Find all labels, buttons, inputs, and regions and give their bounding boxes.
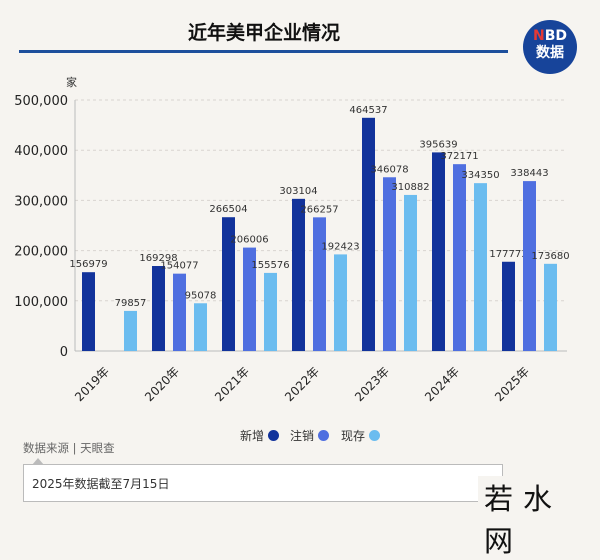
bar-2-5 [474, 183, 487, 351]
bar-1-2 [243, 247, 256, 351]
y-tick-label: 0 [60, 345, 68, 360]
nbd-logo: NBD 数据 [523, 20, 577, 74]
legend-dot-cancelled [318, 430, 330, 441]
bar-0-3 [292, 198, 305, 351]
x-tick-label: 2021年 [212, 364, 252, 404]
bar-2-2 [264, 272, 277, 351]
data-label: 303104 [279, 186, 317, 197]
chart-title: 近年美甲企业情况 [187, 22, 340, 44]
bar-0-2 [222, 217, 235, 351]
bar-2-6 [544, 263, 557, 351]
x-tick-label: 2019年 [72, 364, 112, 404]
data-label: 266504 [209, 204, 247, 215]
data-label: 266257 [300, 204, 338, 215]
data-label: 173680 [531, 251, 569, 262]
bar-0-4 [362, 117, 375, 351]
x-tick-label: 2025年 [492, 364, 532, 404]
bar-2-3 [334, 254, 347, 351]
footnote-box: 2025年数据截至7月15日 [23, 458, 503, 502]
y-tick-label: 200,000 [14, 245, 68, 260]
data-label: 177773 [489, 249, 527, 260]
bar-1-1 [173, 273, 186, 351]
legend-item-cancelled: 注销 [290, 427, 330, 444]
y-tick-label: 400,000 [14, 144, 68, 159]
x-tick-label: 2023年 [352, 364, 392, 404]
y-tick-label: 500,000 [14, 94, 68, 109]
data-label: 372171 [440, 151, 478, 162]
bar-2-1 [194, 303, 207, 351]
data-label: 95078 [185, 290, 217, 301]
watermark-logo: 若水网 [478, 476, 600, 560]
data-label: 154077 [160, 261, 198, 272]
data-label: 206006 [230, 235, 268, 246]
data-label: 155576 [251, 260, 289, 271]
data-label: 192423 [321, 241, 359, 252]
x-tick-label: 2020年 [142, 364, 182, 404]
bar-chart: 家 0 100,000 200,000 300,000 400,000 500,000 156… [14, 75, 569, 404]
data-source: 数据来源 | 天眼查 [23, 441, 115, 455]
bar-0-6 [502, 261, 515, 351]
data-label: 338443 [510, 168, 548, 179]
y-tick-label: 300,000 [14, 194, 68, 209]
legend-item-new: 新增 [240, 427, 280, 444]
bar-2-0 [124, 310, 137, 351]
bar-0-5 [432, 152, 445, 351]
bar-1-5 [453, 164, 466, 351]
data-label: 79857 [115, 298, 147, 309]
x-tick-label: 2024年 [422, 364, 462, 404]
y-axis-unit: 家 [66, 75, 77, 89]
data-label: 169298 [139, 253, 177, 264]
bar-1-3 [313, 217, 326, 351]
bar-1-4 [383, 177, 396, 351]
data-label: 334350 [461, 170, 499, 181]
bar-0-0 [82, 272, 95, 351]
data-label: 464537 [349, 105, 387, 116]
data-label: 395639 [419, 139, 457, 150]
legend-dot-new [268, 430, 280, 441]
bar-1-6 [523, 181, 536, 351]
x-tick-label: 2022年 [282, 364, 322, 404]
bar-0-1 [152, 266, 165, 351]
data-label: 310882 [391, 182, 429, 193]
data-label: 346078 [370, 164, 408, 175]
title-divider [19, 50, 508, 53]
y-tick-label: 100,000 [14, 295, 68, 310]
legend-item-existing: 现存 [341, 427, 381, 444]
legend-dot-existing [369, 430, 381, 441]
data-label: 156979 [69, 259, 107, 270]
bar-2-4 [404, 194, 417, 351]
